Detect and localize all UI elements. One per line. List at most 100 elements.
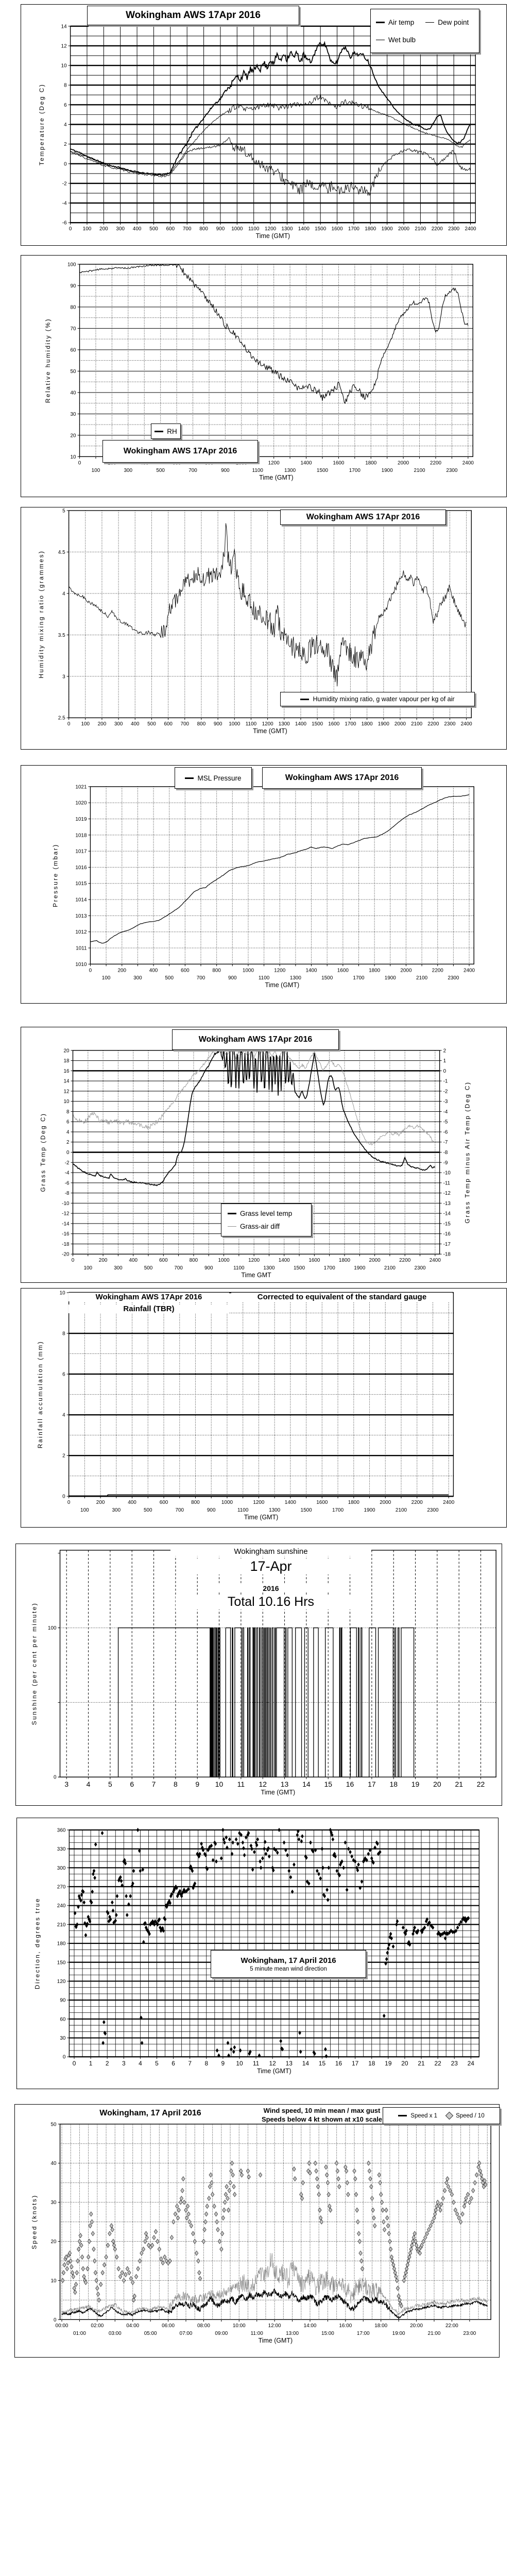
svg-text:-10: -10 xyxy=(443,1171,451,1176)
svg-text:12: 12 xyxy=(61,43,67,49)
svg-text:2100: 2100 xyxy=(415,226,426,232)
svg-text:2200: 2200 xyxy=(427,721,439,727)
svg-text:500: 500 xyxy=(149,226,158,232)
wind-dir-subtitle: 5 minute mean wind direction xyxy=(250,1965,327,1972)
svg-text:500: 500 xyxy=(144,1507,152,1513)
svg-text:14: 14 xyxy=(63,1079,70,1084)
svg-text:16: 16 xyxy=(63,1069,70,1074)
chart-title-box: Wokingham AWS 17Apr 2016 xyxy=(172,1029,339,1050)
svg-text:18: 18 xyxy=(389,1780,398,1788)
svg-text:5: 5 xyxy=(155,2060,159,2067)
speed-div10-diamond-icon xyxy=(445,2111,454,2120)
rh-line-icon xyxy=(154,430,164,432)
svg-text:1: 1 xyxy=(89,2060,93,2067)
svg-text:0: 0 xyxy=(78,460,81,466)
svg-text:600: 600 xyxy=(159,1258,168,1263)
svg-text:-10: -10 xyxy=(62,1201,70,1207)
svg-text:10: 10 xyxy=(60,1290,66,1296)
svg-text:Sunshine (per cent per minute): Sunshine (per cent per minute) xyxy=(31,1602,38,1725)
svg-text:1700: 1700 xyxy=(332,1507,344,1513)
svg-text:1100: 1100 xyxy=(259,975,270,981)
svg-text:1700: 1700 xyxy=(353,975,365,981)
rain-title-text: Wokingham AWS 17Apr 2016 xyxy=(95,1293,202,1301)
svg-text:900: 900 xyxy=(214,721,222,727)
svg-text:1200: 1200 xyxy=(262,721,274,727)
svg-text:-3: -3 xyxy=(443,1099,448,1105)
svg-text:-5: -5 xyxy=(443,1120,448,1125)
svg-text:12:00: 12:00 xyxy=(268,2323,281,2329)
sunshine-year-text: 2016 xyxy=(263,1584,279,1592)
sunshine-title-text: Wokingham sunshine xyxy=(234,1547,308,1556)
svg-text:700: 700 xyxy=(183,226,192,232)
humidity-plot: 0 100 200 300 400 500 600 700 800 900 1000 1100 1200… xyxy=(44,262,474,481)
svg-text:-12: -12 xyxy=(62,1211,70,1217)
svg-text:21:00: 21:00 xyxy=(428,2331,441,2336)
svg-text:Grass Temp minus Air Temp (Deg: Grass Temp minus Air Temp (Deg C) xyxy=(464,1081,471,1223)
chart-title-box: Wokingham AWS 17Apr 2016 xyxy=(262,767,422,789)
svg-text:1300: 1300 xyxy=(284,468,296,473)
svg-text:300: 300 xyxy=(114,1265,123,1271)
svg-text:70: 70 xyxy=(70,326,76,332)
svg-text:14:00: 14:00 xyxy=(304,2323,317,2329)
svg-text:800: 800 xyxy=(190,1258,198,1263)
svg-text:800: 800 xyxy=(212,968,221,973)
svg-text:04:00: 04:00 xyxy=(126,2323,139,2329)
svg-text:1700: 1700 xyxy=(324,1265,336,1271)
legend-mixing-ratio: Humidity mixing ratio, g water vapour pe… xyxy=(313,696,455,703)
svg-text:17:00: 17:00 xyxy=(357,2331,370,2336)
chart-panel-temperature: 0 100 200 300 400 500 600 700 800 900 1000 1100 1200… xyxy=(21,4,507,246)
svg-text:1100: 1100 xyxy=(252,468,264,473)
svg-text:2100: 2100 xyxy=(416,975,428,981)
svg-text:17: 17 xyxy=(368,1780,376,1788)
svg-text:15: 15 xyxy=(319,2060,326,2067)
pressure-plot: 0 100 200 300 400 500 600 700 800 900 1000 1100 1200… xyxy=(52,784,475,989)
rain-subtitle-text: Rainfall (TBR) xyxy=(123,1304,175,1313)
svg-text:-4: -4 xyxy=(62,201,67,207)
svg-text:1021: 1021 xyxy=(75,784,87,790)
svg-text:1400: 1400 xyxy=(305,968,317,973)
svg-text:100: 100 xyxy=(92,468,100,473)
svg-text:Time (GMT): Time (GMT) xyxy=(257,2067,291,2075)
svg-text:1400: 1400 xyxy=(295,721,307,727)
svg-text:-8: -8 xyxy=(65,1191,70,1196)
svg-text:300: 300 xyxy=(114,721,123,727)
svg-text:1500: 1500 xyxy=(317,468,329,473)
svg-text:50: 50 xyxy=(51,2122,57,2127)
svg-text:1700: 1700 xyxy=(348,226,360,232)
wind-speed-note-line1: Wind speed, 10 min mean / max gust xyxy=(263,2107,381,2114)
svg-text:-15: -15 xyxy=(443,1221,451,1227)
svg-text:200: 200 xyxy=(99,226,108,232)
svg-text:2100: 2100 xyxy=(396,1507,407,1513)
svg-text:2300: 2300 xyxy=(427,1507,439,1513)
svg-text:0: 0 xyxy=(63,2055,66,2060)
chart-panel-mixing-ratio: 0 100 200 300 400 500 600 700 800 900 1000 1100 1200… xyxy=(21,507,507,750)
svg-text:2: 2 xyxy=(64,142,67,147)
svg-text:300: 300 xyxy=(116,226,125,232)
svg-text:4: 4 xyxy=(62,591,65,597)
chart-title: Wokingham AWS 17Apr 2016 xyxy=(126,10,261,21)
svg-text:1800: 1800 xyxy=(348,1500,360,1505)
svg-text:20: 20 xyxy=(70,433,76,438)
svg-text:10: 10 xyxy=(61,63,67,69)
svg-text:2: 2 xyxy=(443,1048,447,1054)
svg-text:Speed (knots): Speed (knots) xyxy=(31,2194,38,2249)
svg-text:1012: 1012 xyxy=(75,929,87,935)
svg-text:02:00: 02:00 xyxy=(91,2323,104,2329)
svg-text:2200: 2200 xyxy=(432,226,443,232)
svg-text:900: 900 xyxy=(221,468,230,473)
svg-text:1010: 1010 xyxy=(75,962,87,968)
svg-text:1014: 1014 xyxy=(75,897,87,903)
legend-box: RH xyxy=(151,423,181,439)
svg-text:1500: 1500 xyxy=(312,721,323,727)
svg-text:5: 5 xyxy=(62,508,65,514)
svg-text:6: 6 xyxy=(171,2060,175,2067)
svg-text:600: 600 xyxy=(181,968,190,973)
svg-text:1100: 1100 xyxy=(248,226,260,232)
svg-text:-2: -2 xyxy=(65,1160,70,1166)
svg-text:360: 360 xyxy=(57,1827,66,1833)
svg-text:1300: 1300 xyxy=(269,1507,281,1513)
svg-text:1400: 1400 xyxy=(298,226,310,232)
chart-panel-wind-direction: 0 1 2 3 4 5 6 7 8 9 10 11 12 13 14 15 16 17 18 19 20 21 22 23 24… xyxy=(16,1818,499,2089)
svg-text:2200: 2200 xyxy=(399,1258,411,1263)
svg-text:60: 60 xyxy=(60,2016,66,2022)
